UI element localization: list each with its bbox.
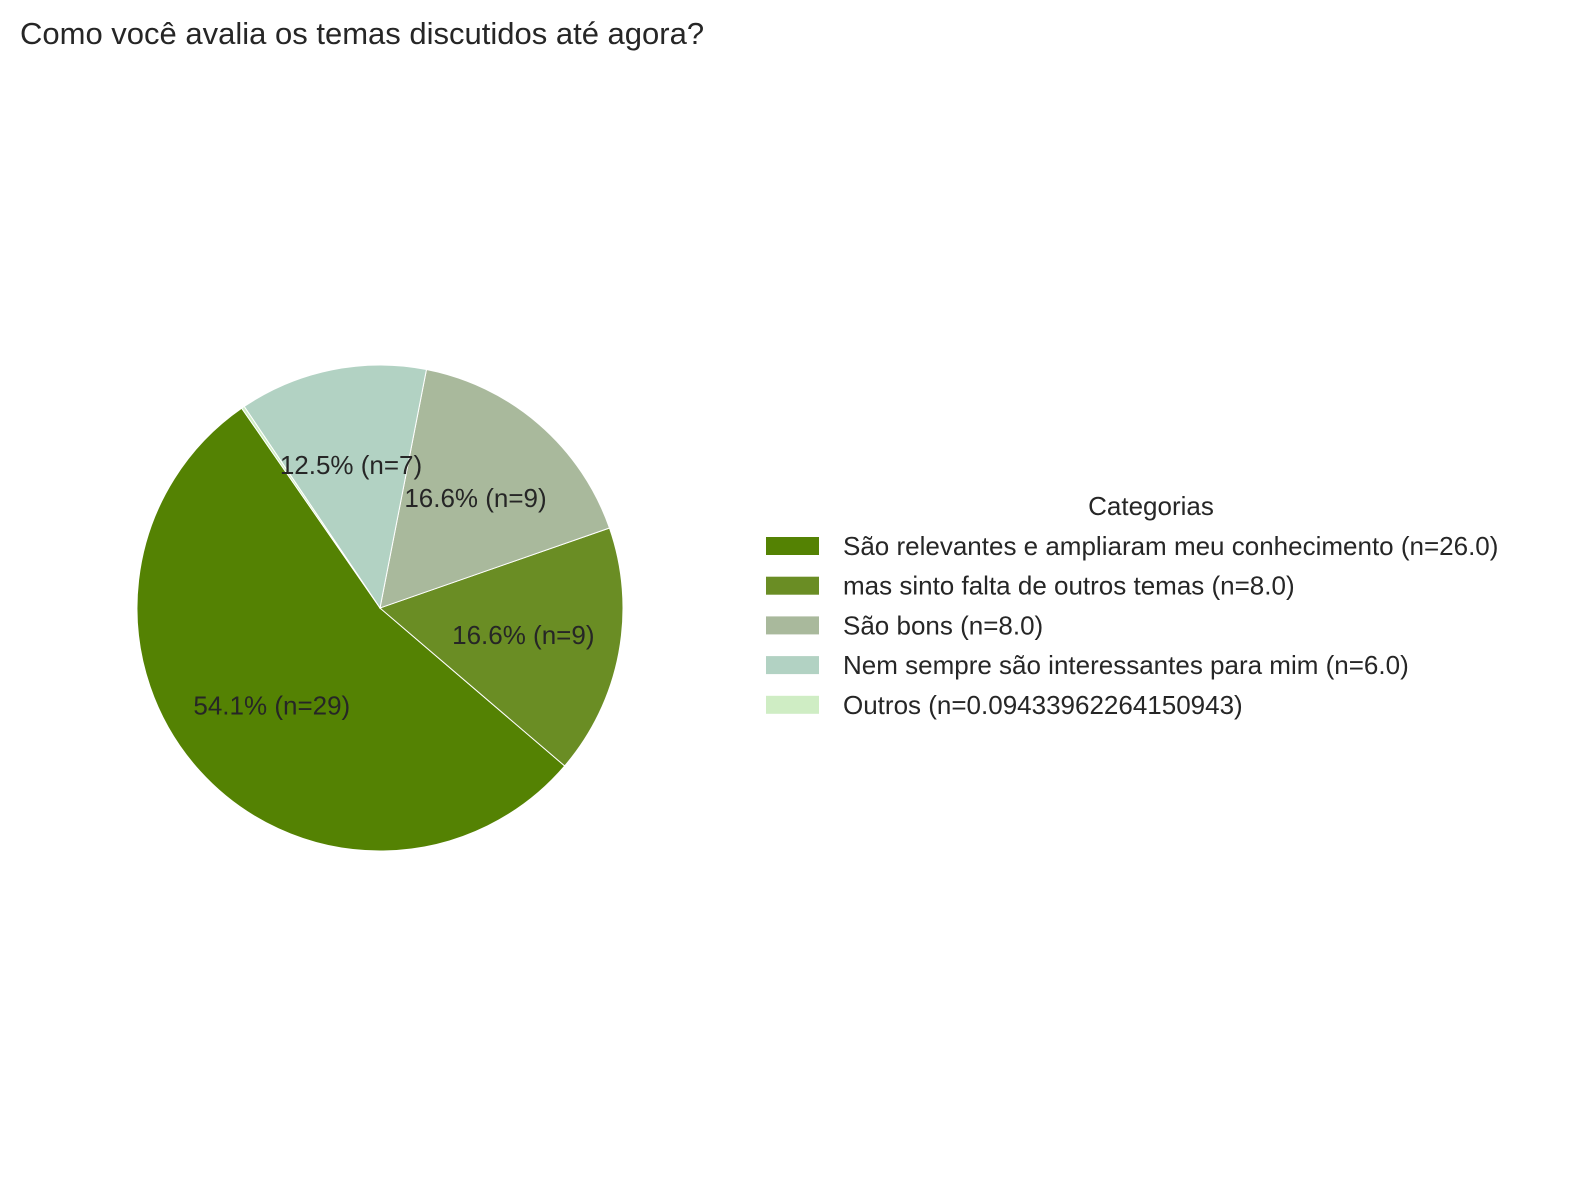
legend: Categorias São relevantes e ampliaram me… xyxy=(766,491,1498,720)
legend-swatch xyxy=(766,537,819,555)
legend-title: Categorias xyxy=(1088,491,1214,521)
legend-item: São bons (n=8.0) xyxy=(766,610,1043,640)
pie-slice-label-2: 16.6% (n=9) xyxy=(404,483,546,513)
chart-title: Como você avalia os temas discutidos até… xyxy=(20,16,704,51)
pie-slice-0 xyxy=(136,407,566,852)
pie-slice-label-3: 12.5% (n=7) xyxy=(280,450,422,480)
legend-item: São relevantes e ampliaram meu conhecime… xyxy=(766,531,1498,561)
legend-item: Outros (n=0.09433962264150943) xyxy=(766,690,1243,720)
pie-slices xyxy=(136,364,624,852)
pie-slice-4 xyxy=(240,405,381,609)
legend-label: mas sinto falta de outros temas (n=8.0) xyxy=(843,571,1295,601)
legend-swatch xyxy=(766,616,819,635)
pie-slice-1 xyxy=(379,527,624,767)
pie-slice-3 xyxy=(243,364,428,610)
legend-items: São relevantes e ampliaram meu conhecime… xyxy=(766,531,1498,720)
legend-item: Nem sempre são interessantes para mim (n… xyxy=(766,650,1409,680)
pie-slice-label-0: 54.1% (n=29) xyxy=(193,691,350,721)
legend-swatch xyxy=(766,656,819,675)
legend-label: São bons (n=8.0) xyxy=(843,610,1043,640)
legend-label: Outros (n=0.09433962264150943) xyxy=(843,690,1243,720)
pie-slice-labels: 54.1% (n=29)16.6% (n=9)16.6% (n=9)12.5% … xyxy=(193,450,594,721)
pie-slice-2 xyxy=(379,368,611,609)
pie-slice-label-1: 16.6% (n=9) xyxy=(452,620,594,650)
legend-label: Nem sempre são interessantes para mim (n… xyxy=(843,650,1409,680)
legend-item: mas sinto falta de outros temas (n=8.0) xyxy=(766,571,1295,601)
legend-swatch xyxy=(766,695,819,714)
legend-swatch xyxy=(766,576,819,595)
legend-label: São relevantes e ampliaram meu conhecime… xyxy=(843,531,1498,561)
